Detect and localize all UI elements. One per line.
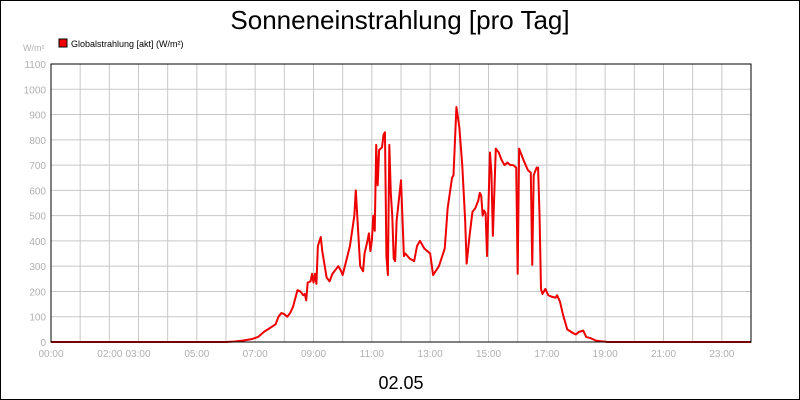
x-tick-label: 15:00	[476, 349, 501, 360]
y-tick-label: 800	[29, 136, 46, 147]
y-tick-label: 600	[29, 186, 46, 197]
x-tick-label: 02:00	[97, 349, 122, 360]
y-axis-ticks: 0 100 200 300 400 500 600 700 800 900 1000 1100	[24, 60, 47, 349]
x-axis-date-label: 02.05	[378, 373, 423, 393]
x-tick-label: 23:00	[709, 349, 734, 360]
y-tick-label: 200	[29, 287, 46, 298]
x-tick-label: 19:00	[593, 349, 618, 360]
y-axis-unit-label: W/m²	[23, 43, 45, 53]
x-tick-label: 07:00	[243, 349, 268, 360]
x-tick-label: 11:00	[360, 349, 385, 360]
y-tick-label: 300	[29, 262, 46, 273]
y-tick-label: 700	[29, 161, 46, 172]
y-tick-label: 0	[40, 338, 46, 349]
series-line-globalstrahlung	[51, 105, 751, 343]
x-tick-label: 05:00	[184, 349, 209, 360]
y-tick-label: 1100	[24, 60, 46, 71]
y-tick-label: 400	[29, 237, 46, 248]
x-tick-label: 13:00	[418, 349, 443, 360]
legend-label: Globalstrahlung [akt] (W/m²)	[71, 39, 184, 49]
plot-border	[50, 63, 752, 343]
y-tick-label: 1000	[24, 85, 47, 96]
y-tick-label: 500	[29, 212, 46, 223]
y-tick-label: 900	[29, 111, 46, 122]
legend: Globalstrahlung [akt] (W/m²)	[58, 38, 184, 49]
x-tick-label: 03:00	[126, 349, 151, 360]
x-tick-label: 21:00	[651, 349, 676, 360]
x-tick-label: 00:00	[38, 349, 63, 360]
y-tick-label: 100	[29, 313, 46, 324]
legend-swatch	[58, 38, 68, 48]
series-group	[51, 105, 751, 343]
x-tick-label: 17:00	[534, 349, 559, 360]
x-tick-label: 09:00	[301, 349, 326, 360]
chart-title: Sonneneinstrahlung [pro Tag]	[230, 5, 569, 35]
x-axis-ticks: 00:00 02:00 03:00 05:00 07:00 09:00 11:00 13:00…	[38, 349, 734, 360]
